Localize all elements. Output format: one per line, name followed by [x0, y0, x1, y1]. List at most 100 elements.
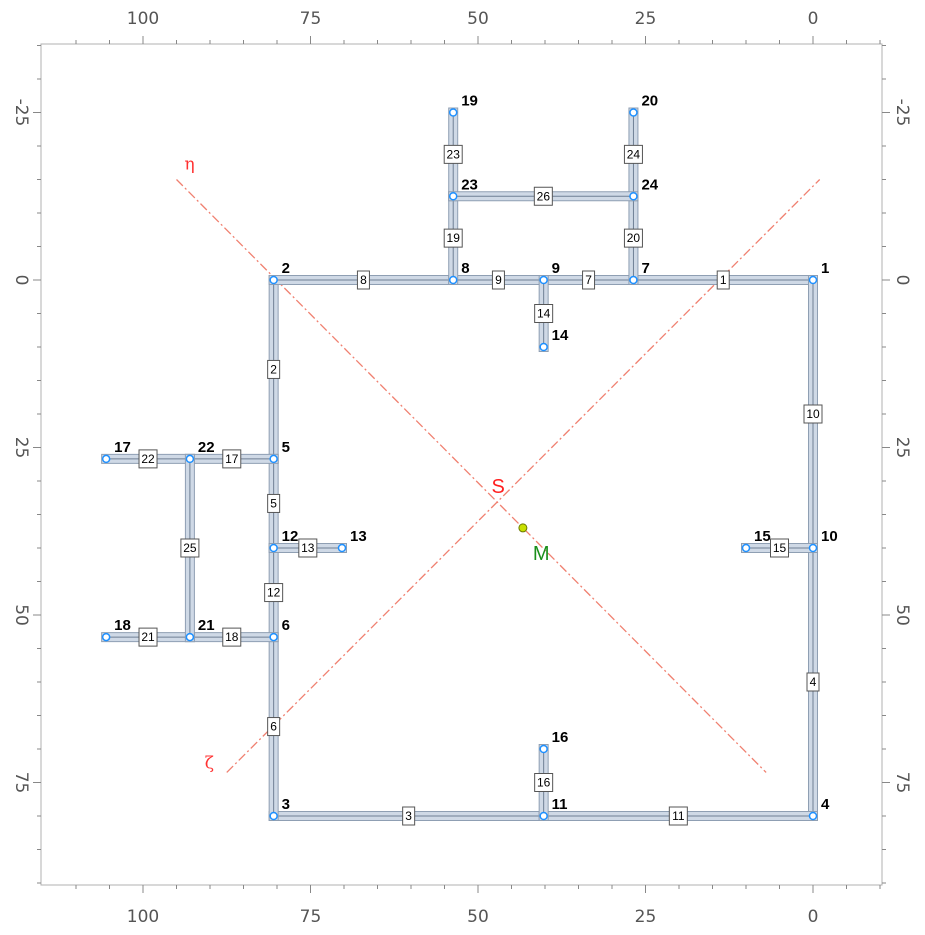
centroid-label: M [533, 543, 550, 565]
node-point [539, 275, 548, 285]
node-label: 21 [198, 617, 215, 634]
node-point [808, 811, 818, 821]
x-tick-label-top: 50 [467, 9, 489, 29]
element-label: 10 [806, 407, 820, 421]
element-label-box [582, 270, 596, 290]
element-label-box [533, 186, 553, 206]
node-point [448, 108, 458, 117]
node-point [629, 108, 638, 117]
node-label: 22 [198, 439, 215, 456]
node-label: 20 [641, 93, 658, 110]
node-point [539, 744, 548, 754]
element-label: 17 [225, 452, 239, 466]
element-label: 26 [537, 189, 551, 203]
node-point [101, 454, 111, 464]
y-tick-label-right: 25 [892, 437, 912, 459]
element-label-box [668, 806, 688, 826]
element-label-box [623, 144, 643, 164]
x-tick-label-bottom: 100 [127, 907, 159, 927]
node-point [185, 454, 195, 464]
nodes-layer [101, 108, 818, 821]
element-label-box [402, 806, 416, 826]
node-label: 19 [461, 93, 478, 110]
element-label-box [770, 538, 789, 558]
node-label: 4 [821, 796, 830, 813]
node-point [539, 811, 548, 821]
eta-axis-label: η [185, 155, 195, 175]
element-label-box [623, 228, 643, 248]
element-label-box [222, 449, 242, 469]
element-label-box [803, 404, 823, 424]
node-label: 9 [552, 260, 560, 277]
plot-frame [40, 43, 883, 886]
element-label: 15 [773, 541, 787, 555]
element-label: 3 [405, 809, 412, 823]
node-label: 8 [461, 260, 469, 277]
element-label-box [222, 627, 242, 647]
element-label: 21 [141, 630, 155, 644]
node-point [629, 275, 638, 285]
node-point [741, 543, 751, 553]
node-label: 5 [282, 439, 290, 456]
node-label: 23 [461, 176, 478, 193]
element-label-box [264, 583, 284, 603]
node-label: 6 [282, 617, 290, 634]
node-point [101, 632, 111, 642]
zeta-axis-line [226, 179, 821, 773]
node-label: 13 [350, 528, 367, 545]
x-tick-label-top: 25 [635, 9, 657, 29]
node-point [269, 811, 278, 821]
node-label: 17 [114, 439, 131, 456]
element-label: 6 [270, 720, 277, 734]
y-tick-label-right: -25 [892, 99, 912, 127]
node-point [808, 543, 818, 553]
node-label: 11 [552, 796, 568, 813]
y-tick-label-right: 0 [892, 275, 912, 286]
node-point [269, 543, 278, 553]
element-label-box [534, 304, 554, 323]
node-label: 18 [114, 617, 131, 634]
axis-ticks [33, 36, 890, 893]
element-label-box [267, 359, 281, 379]
element-label: 23 [447, 147, 461, 161]
element-label: 18 [225, 630, 239, 644]
y-tick-label-left: 50 [11, 604, 31, 626]
element-label: 20 [627, 231, 641, 245]
element-label-box [534, 773, 554, 792]
x-tick-label-bottom: 50 [467, 907, 489, 927]
element-label: 22 [141, 452, 155, 466]
node-point [448, 192, 458, 201]
centroid-marker [518, 523, 528, 533]
element-label-box [267, 493, 281, 513]
eta-axis-line [176, 179, 767, 773]
element-label: 4 [810, 675, 817, 689]
element-label: 5 [270, 496, 277, 510]
element-label-box [298, 538, 318, 558]
node-point [185, 632, 195, 642]
element-label-box [267, 717, 281, 737]
node-point [629, 192, 638, 201]
element-label: 2 [270, 362, 277, 376]
node-label: 15 [754, 528, 771, 545]
zeta-axis-label: ζ [205, 753, 214, 773]
element-label: 9 [495, 273, 502, 287]
element-label: 7 [585, 273, 592, 287]
shear-center-label: S [491, 476, 504, 498]
x-tick-label-top: 0 [808, 9, 819, 29]
x-tick-label-bottom: 25 [635, 907, 657, 927]
node-label: 14 [552, 327, 569, 344]
node-point [337, 543, 347, 553]
element-label: 13 [301, 541, 315, 555]
node-label: 16 [552, 729, 569, 746]
element-label-box [180, 538, 200, 558]
element-label: 1 [720, 273, 727, 287]
y-tick-label-left: 25 [11, 437, 31, 459]
element-label-box [138, 627, 158, 647]
element-label: 25 [183, 541, 197, 555]
element-label-box [491, 270, 505, 290]
node-label: 7 [641, 260, 649, 277]
members-layer [101, 107, 818, 821]
